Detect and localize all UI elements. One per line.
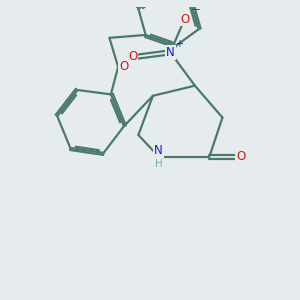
Text: O: O [119, 60, 128, 73]
Text: O: O [128, 50, 137, 63]
Text: H: H [155, 159, 163, 169]
Text: −: − [190, 3, 200, 16]
Text: O: O [180, 13, 189, 26]
Text: +: + [175, 39, 183, 49]
Text: N: N [154, 144, 163, 157]
Text: O: O [236, 150, 245, 163]
Text: N: N [166, 46, 175, 59]
